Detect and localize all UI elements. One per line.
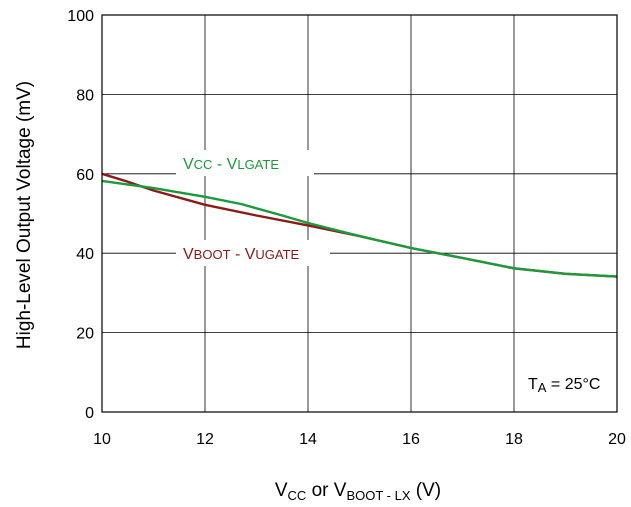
x-tick-label: 16 <box>402 431 420 448</box>
x-tick-label: 20 <box>608 431 626 448</box>
grid <box>101 14 618 413</box>
svg-text:VBOOT - VUGATE: VBOOT - VUGATE <box>183 246 300 263</box>
x-tick-label: 10 <box>93 431 111 448</box>
y-tick-label: 60 <box>76 167 94 184</box>
series-lines <box>101 172 618 278</box>
series-line-vcc-vlgate <box>101 179 618 278</box>
svg-text:VCC - VLGATE: VCC - VLGATE <box>183 156 279 173</box>
x-tick-label: 18 <box>505 431 523 448</box>
y-axis-label: High-Level Output Voltage (mV) <box>14 81 35 349</box>
y-tick-label: 0 <box>85 405 94 422</box>
y-tick-label: 80 <box>76 87 94 104</box>
y-tick-label: 100 <box>67 8 94 25</box>
x-axis-label: VCC or VBOOT - LX (V) <box>275 480 441 503</box>
series-label-vcc: VCC - VLGATE <box>176 150 314 176</box>
series-label-vboot: VBOOT - VUGATE <box>176 240 330 266</box>
x-tick-label: 14 <box>299 431 317 448</box>
y-tick-label: 20 <box>76 326 94 343</box>
tick-labels: 10 12 14 16 18 20 0 20 40 60 80 100 <box>67 8 626 448</box>
temperature-annotation: TA = 25°C <box>528 376 600 395</box>
x-tick-label: 12 <box>196 431 214 448</box>
plot-frame <box>101 14 618 413</box>
y-tick-label: 40 <box>76 246 94 263</box>
